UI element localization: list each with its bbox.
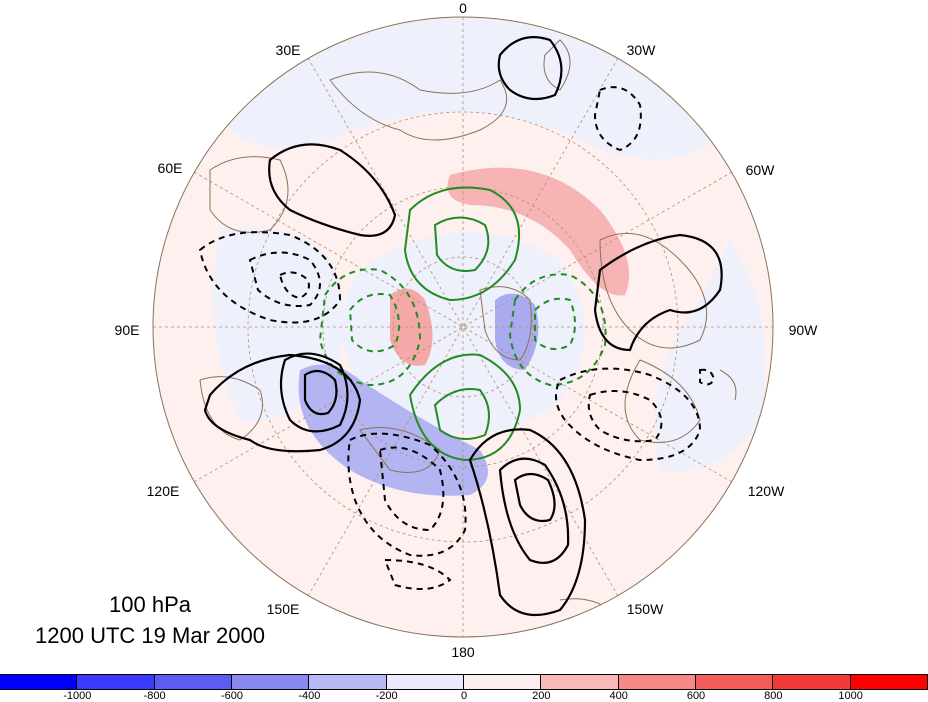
colorbar-swatch (540, 674, 619, 690)
colorbar-tick-label: 800 (764, 690, 783, 702)
lon-label-30w: 30W (626, 42, 656, 58)
colorbar-swatch (308, 674, 387, 690)
light-blue-region-east (655, 240, 766, 472)
colorbar-swatch (76, 674, 155, 690)
negative-anomaly-band-southwest (298, 364, 488, 496)
negative-contours (198, 86, 716, 590)
lon-label-60e: 60E (157, 160, 183, 176)
lon-label-90w: 90W (788, 322, 818, 338)
lon-label-180: 180 (451, 644, 475, 660)
colorbar-tick-label: 200 (532, 690, 551, 702)
positive-anomaly-band-north (447, 167, 630, 296)
green-contours (318, 186, 607, 462)
colorbar-swatch (230, 674, 310, 690)
lon-label-120w: 120W (747, 483, 785, 499)
colorbar-tick-label: -1000 (63, 690, 92, 702)
colorbar-tick-label: -200 (375, 690, 398, 702)
lon-label-120e: 120E (146, 483, 180, 499)
lon-label-0: 0 (459, 0, 467, 16)
colorbar-swatch (0, 674, 78, 690)
colorbar-swatch (462, 674, 542, 690)
colorbar-tick-label: -600 (220, 690, 244, 702)
colorbar-swatch (385, 674, 464, 690)
light-blue-ring-inner (342, 232, 585, 435)
map-boundary (152, 16, 774, 638)
colorbar-swatch (772, 674, 851, 690)
colorbar-swatch (153, 674, 232, 690)
lon-label-150w: 150W (626, 601, 664, 617)
colorbar-tick-label: -800 (143, 690, 166, 702)
positive-contours (203, 36, 723, 617)
colorbar-tick-label: 0 (460, 690, 468, 702)
colorbar-tick-label: 600 (686, 690, 706, 702)
colorbar-tick-label: 1000 (838, 690, 863, 702)
lon-label-30e: 30E (275, 42, 301, 58)
negative-anomaly-center (495, 293, 539, 370)
lon-label-150e: 150E (266, 601, 300, 617)
colorbar-swatch (617, 674, 696, 690)
lon-label-90e: 90E (114, 322, 140, 338)
graticule (153, 17, 773, 637)
valid-time-label: 1200 UTC 19 Mar 2000 (35, 623, 265, 648)
polar-map (152, 16, 774, 638)
pressure-level-label: 100 hPa (109, 592, 191, 617)
colorbar-swatch (849, 674, 928, 690)
colorbar-tick-label: -400 (298, 690, 321, 702)
colorbar-swatch (694, 674, 774, 690)
lon-label-60w: 60W (745, 162, 775, 178)
colorbar-tick-label: 400 (609, 690, 628, 702)
colorbar (0, 674, 928, 690)
light-blue-region-north (200, 17, 740, 159)
